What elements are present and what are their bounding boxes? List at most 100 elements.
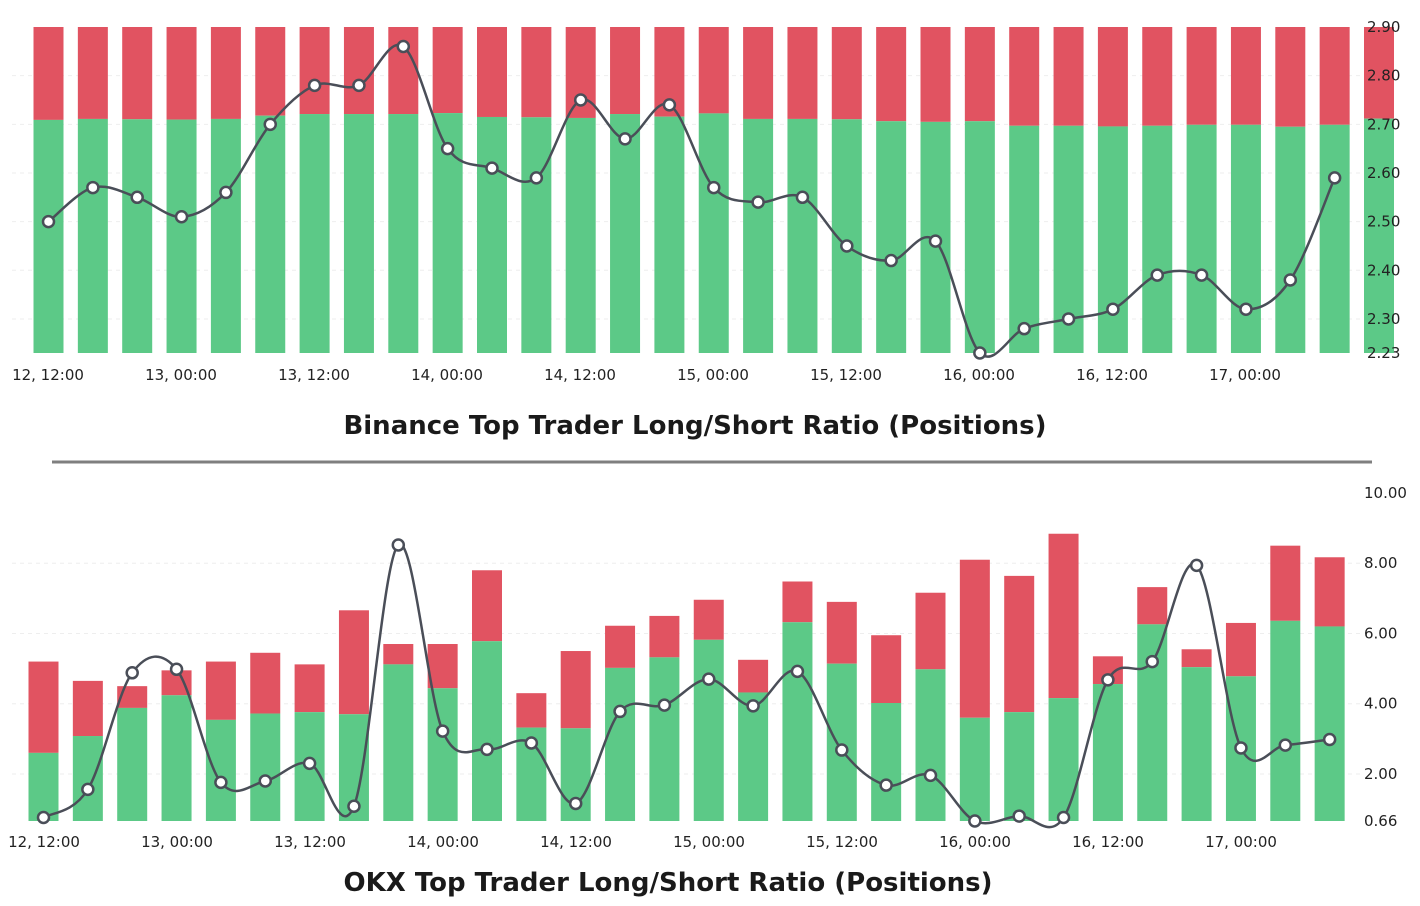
binance-long-bar [166,119,197,353]
okx-ratio-point [480,742,494,757]
binance-ratio-point [1106,302,1120,316]
binance-short-bar [698,27,729,114]
binance-short-bar [432,27,463,114]
binance-short-bar [122,27,153,120]
binance-long-bar [654,116,685,354]
binance-y-tick-label: 2.80 [1367,67,1400,85]
okx-long-bar [1270,620,1301,821]
okx-long-bar [605,667,636,821]
okx-short-bar [427,644,458,689]
binance-long-bar [743,118,774,353]
okx-ratio-line [42,543,1330,829]
okx-ratio-point [1012,809,1026,823]
okx-short-bar [383,644,414,665]
okx-long-bar [1181,667,1212,821]
okx-ratio-point [790,664,805,679]
binance-ratio-point [840,239,854,253]
binance-short-bar [521,27,552,118]
okx-long-bar [117,707,148,821]
okx-short-bar [1314,557,1345,627]
binance-x-tick-label: 17, 00:00 [1209,366,1281,384]
binance-long-bar [1319,124,1350,353]
okx-y-tick-label: 8.00 [1364,554,1397,572]
okx-ratio-point [302,756,317,771]
okx-x-tick-label: 16, 00:00 [939,833,1011,851]
binance-long-bar [33,119,64,353]
okx-ratio-point [214,775,228,790]
binance-ratio-point [485,161,499,175]
okx-ratio-point [879,778,893,792]
okx-long-bar [1048,698,1079,821]
okx-x-tick-label: 12, 12:00 [8,833,80,851]
okx-long-bar [205,719,236,821]
okx-short-bar [250,652,281,714]
binance-long-bar [210,118,241,353]
binance-x-tick-label: 15, 00:00 [677,366,749,384]
binance-long-bar [610,114,641,354]
binance-long-bar [388,114,419,354]
binance-long-bar [1097,126,1128,354]
okx-x-tick-label: 16, 12:00 [1072,833,1144,851]
binance-ratio-point [130,190,144,205]
binance-short-bar [876,27,907,122]
okx-ratio-point [125,666,139,680]
okx-ratio-point [702,672,716,686]
binance-x-tick-label: 12, 12:00 [12,366,84,384]
okx-long-bar [782,622,813,821]
binance-ratio-point [1194,268,1209,282]
binance-short-bar [299,27,330,115]
binance-x-tick-label: 14, 12:00 [544,366,616,384]
binance-long-bar [787,118,818,353]
okx-short-bar [738,659,769,693]
binance-short-bar [1230,27,1261,125]
okx-long-bar [1314,626,1345,821]
okx-short-bar [605,625,636,668]
binance-ratio-point [440,141,455,156]
okx-long-bar [383,664,414,821]
binance-y-tick-label: 2.50 [1367,213,1400,231]
okx-ratio-point [1322,732,1337,747]
okx-ratio-point [923,768,938,783]
okx-short-bar [1137,587,1168,625]
binance-short-bar [166,27,197,120]
okx-y-tick-label: 2.00 [1364,765,1397,783]
okx-short-bar [294,664,325,713]
binance-short-bar [787,27,818,119]
binance-ratio-point [1017,321,1031,336]
binance-x-tick-label: 16, 00:00 [943,366,1015,384]
okx-long-bar [915,669,946,821]
binance-ratio-point [219,185,233,200]
okx-y-tick-label: 10.00 [1364,484,1407,502]
okx-long-bar [826,663,857,821]
binance-x-tick-label: 16, 12:00 [1076,366,1148,384]
okx-long-bar [427,688,458,821]
binance-long-bar [964,121,995,354]
binance-y-tick-label: 2.60 [1367,164,1400,182]
binance-short-bar [920,27,951,122]
okx-long-bar [472,641,502,821]
binance-y-tick-label: 2.23 [1367,344,1400,362]
binance-ratio-point [41,214,56,229]
okx-ratio-point [568,796,583,811]
binance-chart: 2.90 2.80 2.70 2.60 2.50 2.40 2.30 2.23 12, 12:0… [12,18,1400,384]
okx-short-bar [72,680,103,737]
binance-long-bar [1230,124,1261,353]
okx-ratio-point [968,814,982,828]
binance-long-bar [255,115,286,353]
binance-x-tick-label: 13, 00:00 [145,366,217,384]
binance-short-bar [1009,27,1040,126]
okx-y-tick-label: 0.66 [1364,812,1397,830]
okx-long-bar [693,639,724,821]
binance-ratio-point [1327,171,1342,185]
binance-short-bar [1364,27,1394,119]
binance-short-bar [1097,27,1128,127]
binance-ratio-point [573,93,588,107]
okx-short-bar [28,661,59,753]
okx-short-bar [1270,545,1301,621]
binance-ratio-point [662,98,677,112]
okx-short-bar [1181,649,1212,668]
binance-ratio-point [396,39,411,54]
binance-ratio-point [307,78,322,93]
okx-x-tick-label: 15, 00:00 [673,833,745,851]
